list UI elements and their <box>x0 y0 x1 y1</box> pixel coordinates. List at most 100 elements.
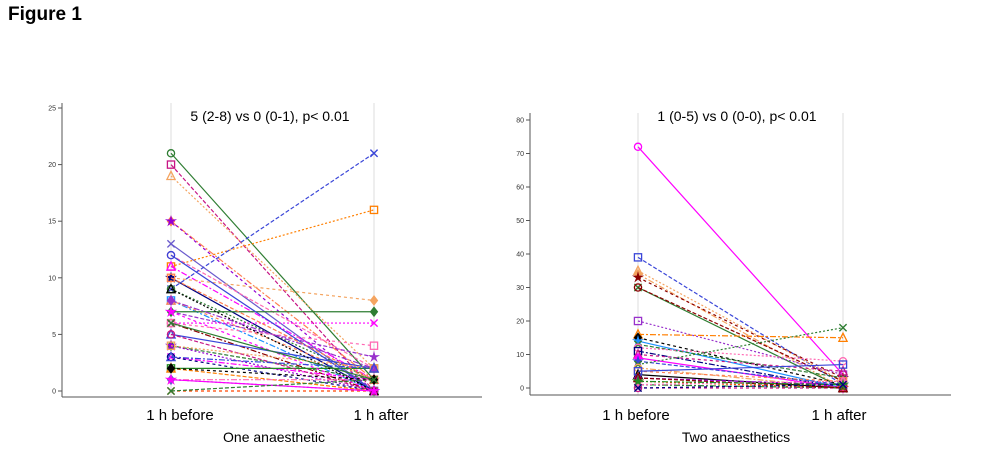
right-point-before <box>633 283 643 292</box>
left-point-after <box>368 362 380 373</box>
right-y-tick-label: 40 <box>516 252 524 259</box>
left-series-line <box>170 322 375 347</box>
right-point-before <box>631 375 645 387</box>
right-series-line <box>637 286 844 389</box>
left-point-after <box>369 318 379 328</box>
chart-left: 0 5 10 15 20 25 5 (2-8) vs 0 (0-1), p< 0.01 1… <box>48 103 482 445</box>
right-point-before <box>631 334 645 347</box>
left-series-line <box>170 356 375 381</box>
left-point-after <box>369 205 379 215</box>
left-series-line <box>170 152 375 290</box>
right-y-tick-label: 0 <box>520 386 524 393</box>
right-series-group <box>631 142 850 394</box>
right-series-line <box>637 343 844 379</box>
right-series-line <box>637 384 844 389</box>
right-y-tick-label: 30 <box>516 285 524 292</box>
left-series-line <box>170 277 375 302</box>
left-point-before <box>166 149 176 158</box>
left-y-tick-label: 25 <box>48 106 56 113</box>
right-y-tick-label: 60 <box>516 185 524 192</box>
left-series-line <box>170 277 375 381</box>
right-series-line <box>637 353 844 372</box>
left-point-before <box>166 250 176 260</box>
right-point-before <box>633 383 643 393</box>
left-point-before <box>166 160 176 169</box>
right-y-tick-label: 20 <box>516 319 524 326</box>
left-point-before <box>165 260 177 271</box>
left-point-before <box>166 318 176 328</box>
right-series-line <box>637 380 844 386</box>
right-x-label: Two anaesthetics <box>682 429 790 445</box>
figure-title: Figure 1 <box>8 4 82 25</box>
right-point-after <box>838 323 848 332</box>
left-series-line <box>170 367 375 381</box>
right-y-ticks: 0 10 20 30 40 50 60 70 80 <box>516 118 530 393</box>
left-point-before <box>164 373 178 385</box>
left-point-before <box>166 273 176 283</box>
left-point-after <box>367 384 381 397</box>
right-point-after <box>838 360 848 369</box>
left-point-before <box>166 318 176 328</box>
left-annotation: 5 (2-8) vs 0 (0-1), p< 0.01 <box>190 108 349 124</box>
right-series-line <box>637 363 844 372</box>
left-point-before <box>166 341 176 350</box>
right-y-tick-label: 10 <box>516 352 524 359</box>
right-series-line <box>637 337 844 386</box>
right-series-line <box>637 273 844 389</box>
right-point-before <box>631 271 645 283</box>
left-point-before <box>165 283 177 294</box>
left-point-before <box>164 305 178 317</box>
right-series-line <box>637 286 844 382</box>
left-point-before <box>165 169 177 181</box>
left-series-line <box>170 356 375 369</box>
left-point-after <box>369 341 379 350</box>
right-series-line <box>637 270 844 382</box>
right-xtick-after: 1 h after <box>811 407 866 424</box>
left-point-before <box>166 386 176 396</box>
right-series-line <box>637 146 844 376</box>
right-series-line <box>637 360 844 386</box>
left-x-label: One anaesthetic <box>223 429 325 445</box>
left-point-before <box>166 330 176 339</box>
left-series-line <box>170 288 375 392</box>
left-y-tick-label: 20 <box>48 162 56 169</box>
left-point-after <box>369 375 379 384</box>
left-series-group <box>164 149 381 397</box>
left-point-before <box>166 239 176 248</box>
left-point-after <box>369 149 379 158</box>
right-point-before <box>633 316 643 326</box>
right-series-line <box>637 370 844 382</box>
left-series-line <box>170 379 375 392</box>
left-series-line <box>170 220 375 381</box>
left-point-before <box>166 362 176 374</box>
left-y-tick-label: 0 <box>52 389 56 396</box>
left-xtick-after: 1 h after <box>353 407 408 424</box>
right-point-after <box>837 331 849 343</box>
left-y-tick-label: 5 <box>52 332 56 339</box>
right-point-after <box>837 365 849 376</box>
right-annotation: 1 (0-5) vs 0 (0-0), p< 0.01 <box>657 108 816 124</box>
left-point-after <box>367 350 381 363</box>
left-y-ticks: 0 5 10 15 20 25 <box>48 106 62 396</box>
right-point-before <box>631 354 645 367</box>
left-series-line <box>170 209 375 268</box>
left-series-line <box>170 254 375 392</box>
right-point-before <box>633 142 643 152</box>
right-point-after <box>838 380 848 389</box>
left-series-line <box>170 288 375 381</box>
right-point-before <box>633 253 643 262</box>
right-point-before <box>633 366 643 376</box>
left-series-line <box>170 345 375 392</box>
left-series-line <box>170 379 375 392</box>
left-point-before <box>166 295 176 306</box>
right-y-tick-label: 70 <box>516 151 524 158</box>
left-series-line <box>170 322 375 381</box>
left-series-line <box>170 356 375 392</box>
left-y-tick-label: 10 <box>48 275 56 282</box>
right-y-tick-label: 80 <box>516 118 524 125</box>
right-series-line <box>637 276 844 379</box>
chart-right: 0 10 20 30 40 50 60 70 80 1 (0-5) vs 0 (0-0), p<… <box>516 108 951 445</box>
left-point-after <box>369 295 379 306</box>
left-series-line <box>170 164 375 392</box>
